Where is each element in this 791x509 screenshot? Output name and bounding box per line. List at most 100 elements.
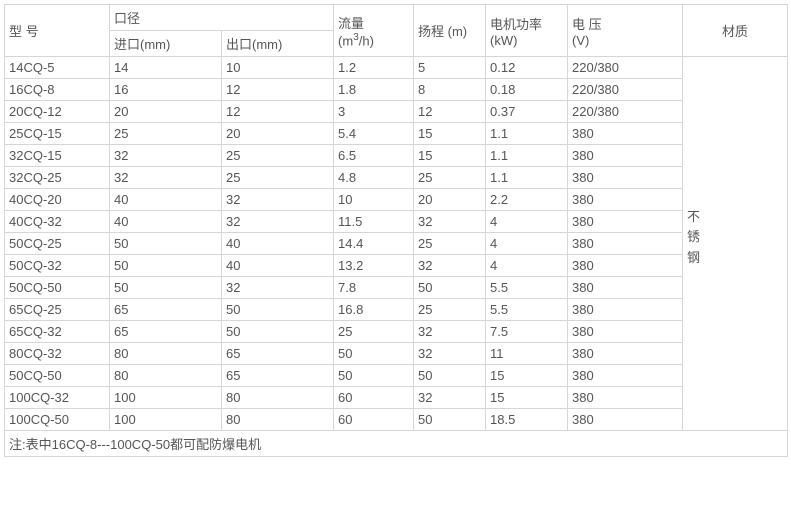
cell-inlet: 100 — [110, 409, 222, 431]
cell-inlet: 16 — [110, 79, 222, 101]
cell-head: 25 — [414, 299, 486, 321]
cell-head: 32 — [414, 211, 486, 233]
cell-inlet: 40 — [110, 211, 222, 233]
table-row: 32CQ-1532256.5151.1380 — [5, 145, 788, 167]
cell-voltage: 380 — [568, 145, 683, 167]
cell-power: 5.5 — [486, 277, 568, 299]
cell-power: 1.1 — [486, 167, 568, 189]
cell-outlet: 25 — [222, 145, 334, 167]
cell-model: 32CQ-25 — [5, 167, 110, 189]
cell-power: 4 — [486, 255, 568, 277]
cell-inlet: 32 — [110, 167, 222, 189]
cell-power: 7.5 — [486, 321, 568, 343]
cell-power: 2.2 — [486, 189, 568, 211]
table-body: 14CQ-514101.250.12220/380不锈钢16CQ-816121.… — [5, 57, 788, 457]
cell-model: 32CQ-15 — [5, 145, 110, 167]
note-row: 注:表中16CQ-8---100CQ-50都可配防爆电机 — [5, 431, 788, 457]
cell-power: 1.1 — [486, 123, 568, 145]
cell-model: 50CQ-50 — [5, 365, 110, 387]
cell-flow: 60 — [334, 409, 414, 431]
cell-head: 20 — [414, 189, 486, 211]
cell-model: 100CQ-50 — [5, 409, 110, 431]
cell-voltage: 380 — [568, 189, 683, 211]
cell-flow: 60 — [334, 387, 414, 409]
cell-voltage: 220/380 — [568, 79, 683, 101]
cell-inlet: 40 — [110, 189, 222, 211]
cell-head: 50 — [414, 277, 486, 299]
cell-power: 0.37 — [486, 101, 568, 123]
cell-head: 50 — [414, 409, 486, 431]
cell-head: 5 — [414, 57, 486, 79]
cell-head: 15 — [414, 145, 486, 167]
cell-head: 8 — [414, 79, 486, 101]
table-row: 50CQ-508065505015380 — [5, 365, 788, 387]
cell-voltage: 380 — [568, 233, 683, 255]
cell-model: 40CQ-32 — [5, 211, 110, 233]
cell-power: 15 — [486, 365, 568, 387]
cell-outlet: 50 — [222, 321, 334, 343]
cell-flow: 1.2 — [334, 57, 414, 79]
cell-power: 0.18 — [486, 79, 568, 101]
cell-inlet: 80 — [110, 365, 222, 387]
header-voltage: 电 压 (V) — [568, 5, 683, 57]
cell-model: 100CQ-32 — [5, 387, 110, 409]
cell-head: 12 — [414, 101, 486, 123]
cell-outlet: 20 — [222, 123, 334, 145]
cell-inlet: 32 — [110, 145, 222, 167]
cell-model: 16CQ-8 — [5, 79, 110, 101]
cell-inlet: 100 — [110, 387, 222, 409]
header-model: 型 号 — [5, 5, 110, 57]
cell-flow: 50 — [334, 365, 414, 387]
header-flow: 流量 (m3/h) — [334, 5, 414, 57]
cell-inlet: 50 — [110, 277, 222, 299]
cell-outlet: 65 — [222, 343, 334, 365]
cell-flow: 10 — [334, 189, 414, 211]
flow-label: 流量 — [338, 16, 364, 31]
cell-inlet: 14 — [110, 57, 222, 79]
cell-flow: 6.5 — [334, 145, 414, 167]
cell-voltage: 380 — [568, 365, 683, 387]
cell-head: 32 — [414, 387, 486, 409]
cell-head: 32 — [414, 321, 486, 343]
table-row: 80CQ-328065503211380 — [5, 343, 788, 365]
flow-unit-prefix: (m — [338, 33, 353, 48]
header-outlet: 出口(mm) — [222, 31, 334, 57]
header-head: 扬程 (m) — [414, 5, 486, 57]
cell-flow: 25 — [334, 321, 414, 343]
cell-flow: 4.8 — [334, 167, 414, 189]
cell-voltage: 380 — [568, 123, 683, 145]
cell-voltage: 220/380 — [568, 101, 683, 123]
cell-flow: 13.2 — [334, 255, 414, 277]
cell-voltage: 380 — [568, 387, 683, 409]
voltage-unit: (V) — [572, 33, 589, 48]
cell-inlet: 80 — [110, 343, 222, 365]
header-inlet: 进口(mm) — [110, 31, 222, 57]
cell-material: 不锈钢 — [683, 57, 788, 431]
cell-inlet: 65 — [110, 299, 222, 321]
table-row: 25CQ-1525205.4151.1380 — [5, 123, 788, 145]
cell-outlet: 12 — [222, 101, 334, 123]
table-row: 50CQ-25504014.4254380 — [5, 233, 788, 255]
cell-voltage: 380 — [568, 277, 683, 299]
cell-power: 1.1 — [486, 145, 568, 167]
cell-power: 11 — [486, 343, 568, 365]
table-row: 16CQ-816121.880.18220/380 — [5, 79, 788, 101]
cell-voltage: 220/380 — [568, 57, 683, 79]
cell-head: 15 — [414, 123, 486, 145]
cell-model: 50CQ-25 — [5, 233, 110, 255]
flow-unit-suffix: /h) — [359, 33, 374, 48]
cell-outlet: 32 — [222, 211, 334, 233]
cell-inlet: 65 — [110, 321, 222, 343]
cell-inlet: 20 — [110, 101, 222, 123]
table-row: 65CQ-32655025327.5380 — [5, 321, 788, 343]
cell-power: 0.12 — [486, 57, 568, 79]
cell-outlet: 32 — [222, 277, 334, 299]
cell-flow: 7.8 — [334, 277, 414, 299]
header-power: 电机功率 (kW) — [486, 5, 568, 57]
cell-model: 65CQ-32 — [5, 321, 110, 343]
table-row: 50CQ-5050327.8505.5380 — [5, 277, 788, 299]
cell-voltage: 380 — [568, 343, 683, 365]
cell-power: 15 — [486, 387, 568, 409]
cell-inlet: 25 — [110, 123, 222, 145]
table-row: 20CQ-1220123120.37220/380 — [5, 101, 788, 123]
